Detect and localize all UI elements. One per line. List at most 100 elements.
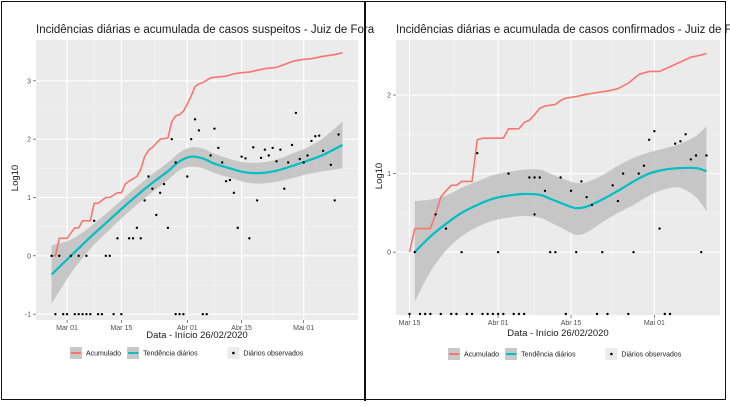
observed-point	[213, 127, 216, 130]
observed-point	[201, 312, 205, 316]
y-tick-label: 2	[387, 93, 391, 100]
observed-point	[632, 250, 635, 254]
observed-point	[559, 176, 562, 179]
observed-point	[642, 164, 646, 167]
observed-point	[100, 312, 104, 316]
chart-title: Incidências diárias e acumulada de casos…	[396, 24, 730, 36]
observed-point	[502, 312, 505, 316]
observed-point	[548, 250, 552, 254]
observed-point	[413, 250, 416, 254]
observed-point	[460, 250, 463, 254]
observed-point	[689, 158, 693, 161]
plot-area: 0 1 2 Mar 15 Abr 01 Abr 15 Mai 01	[387, 40, 720, 327]
observed-point	[337, 133, 340, 136]
observed-point	[465, 312, 469, 316]
observed-point	[178, 312, 181, 316]
observed-point	[569, 189, 573, 193]
x-tick-label: Abr 01	[488, 320, 509, 327]
observed-point	[112, 312, 115, 316]
observed-point	[127, 237, 131, 240]
observed-point	[73, 312, 76, 316]
observed-point	[197, 129, 201, 132]
observed-point	[162, 182, 166, 186]
confidence-ribbon	[414, 126, 707, 302]
observed-point	[259, 156, 263, 160]
observed-point	[271, 146, 274, 150]
observed-point	[131, 237, 135, 240]
observed-point	[116, 237, 119, 240]
observed-point	[279, 148, 282, 151]
observed-point	[486, 312, 489, 316]
observed-point	[69, 254, 73, 258]
observed-point	[585, 195, 588, 199]
observed-point	[595, 312, 599, 316]
x-axis-label: Data - Início 26/02/2020	[146, 330, 247, 341]
observed-point	[517, 312, 521, 316]
observed-point	[155, 213, 158, 217]
legend-label: Diários observados	[621, 352, 681, 359]
observed-point	[329, 163, 333, 167]
observed-point	[170, 137, 173, 141]
trend-line	[413, 166, 707, 253]
observed-point	[627, 312, 630, 316]
observed-point	[89, 312, 92, 316]
y-tick-label: 2	[27, 137, 31, 144]
observed-point	[61, 312, 65, 316]
plot-area: -1 0 1 2 3 Mar 01 Mar 15 Abr 01 Abr 15 Mai 01	[25, 40, 358, 332]
observed-point	[174, 161, 177, 164]
observed-point	[182, 312, 185, 316]
legend: Acumulado Tendência diários Diários observ…	[70, 347, 304, 359]
observed-point	[476, 151, 479, 155]
observed-point	[193, 118, 197, 121]
observed-point	[575, 250, 578, 254]
observed-point	[248, 237, 251, 240]
chart-title: Incidências diárias e acumulada de casos…	[36, 24, 375, 36]
legend-label: Tendência diários	[521, 352, 576, 359]
legend-label: Diários observados	[243, 351, 303, 358]
observed-point	[423, 312, 427, 316]
observed-point	[275, 160, 278, 163]
observed-point	[221, 161, 224, 164]
observed-point	[50, 254, 53, 258]
observed-point	[267, 154, 270, 157]
observed-point	[533, 176, 536, 179]
confidence-ribbon	[51, 121, 343, 304]
observed-point	[104, 254, 108, 258]
observed-point	[684, 133, 687, 136]
accumulated-line	[408, 52, 707, 253]
trend-line	[50, 144, 343, 276]
observed-point	[616, 199, 620, 203]
legend-point	[610, 352, 613, 356]
legend-point	[232, 351, 235, 355]
observed-point	[92, 219, 96, 223]
y-tick-label: -1	[25, 312, 31, 319]
y-tick-label: 1	[27, 195, 31, 202]
observed-point	[470, 312, 474, 316]
observed-point	[306, 154, 309, 157]
observed-point	[232, 191, 236, 195]
observed-point	[564, 312, 568, 316]
observed-point	[174, 312, 177, 316]
observed-point	[252, 146, 255, 149]
observed-point	[310, 139, 313, 143]
observed-point	[189, 137, 193, 141]
observed-point	[668, 312, 672, 316]
observed-point	[606, 312, 609, 316]
observed-point	[236, 226, 239, 230]
observed-point	[205, 312, 208, 316]
observed-point	[139, 237, 142, 240]
legend: Acumulado Tendência diários Diários observ…	[448, 348, 682, 360]
observed-point	[151, 187, 154, 190]
observed-point	[674, 142, 677, 145]
observed-point	[408, 312, 411, 316]
y-tick-label: 0	[27, 253, 31, 260]
observed-point	[590, 203, 594, 207]
observed-point	[533, 213, 536, 216]
x-tick-label: Mar 01	[56, 325, 78, 332]
observed-point	[496, 250, 500, 254]
observed-point	[294, 111, 298, 115]
x-tick-label: Abr 15	[561, 320, 582, 327]
figure-frame	[1, 1, 726, 400]
